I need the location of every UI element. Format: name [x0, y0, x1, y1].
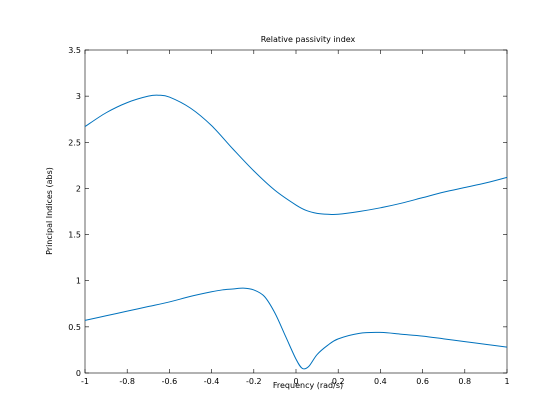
- x-tick-label: -0.4: [204, 377, 220, 386]
- series-line-1: [84, 94, 508, 216]
- y-tick-label: 1.5: [68, 231, 81, 240]
- x-tick-label: -0.2: [246, 377, 262, 386]
- x-tick-label: 0.8: [458, 377, 471, 386]
- x-tick-label: 1: [504, 377, 509, 386]
- x-tick-label: -1: [81, 377, 89, 386]
- x-tick-label: 0.4: [374, 377, 387, 386]
- series-layer: [84, 94, 508, 370]
- x-tick-label: 0.6: [416, 377, 429, 386]
- y-tick-label: 1: [76, 277, 81, 286]
- y-tick-label: 3.5: [68, 46, 81, 55]
- axis-ticks: -1 -0.8 -0.6 -0.4 -0.2 0 0.2 0.4 0.6 0.8 1 0 0.5 1 1.5…: [68, 46, 509, 386]
- axes-box: [84, 49, 508, 374]
- x-tick-label: -0.8: [119, 377, 135, 386]
- y-tick-label: 3: [76, 92, 81, 101]
- y-tick-label: 2: [76, 184, 81, 193]
- x-tick-label: 0: [293, 377, 298, 386]
- series-line-2: [84, 287, 508, 370]
- chart-title: Relative passivity index: [261, 35, 356, 44]
- x-tick-label: 0.2: [332, 377, 345, 386]
- y-tick-label: 0.5: [68, 323, 81, 332]
- x-tick-label: -0.6: [162, 377, 178, 386]
- y-tick-label: 2.5: [68, 138, 81, 147]
- y-axis-label: Principal Indices (abs): [45, 167, 54, 255]
- y-tick-label: 0: [76, 369, 81, 378]
- x-axis-label: Frequency (rad/s): [273, 381, 343, 390]
